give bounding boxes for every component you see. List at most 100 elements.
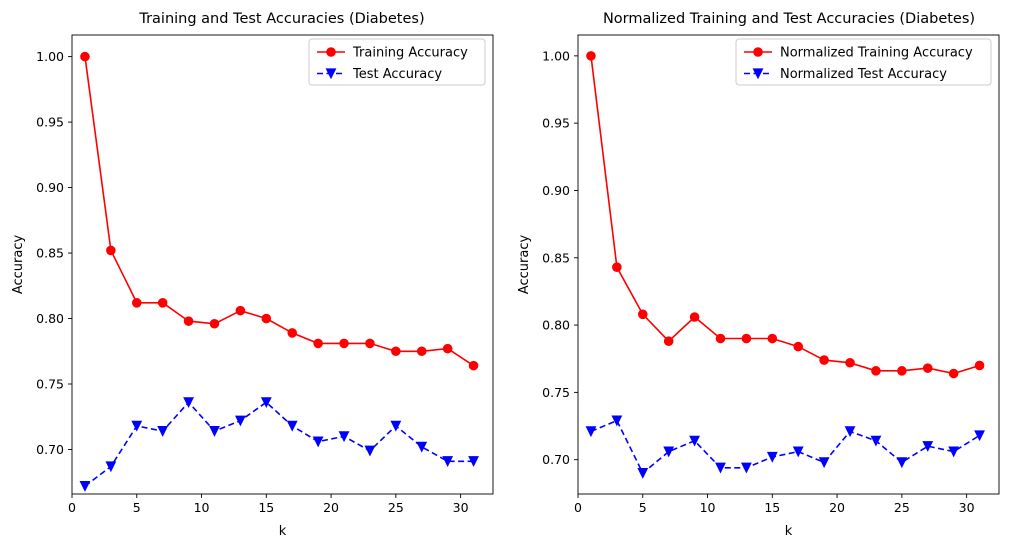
data-point [792, 446, 804, 458]
data-point [80, 51, 90, 62]
training-series [586, 51, 985, 379]
data-point [106, 245, 116, 256]
data-point [209, 318, 220, 329]
data-point [611, 415, 623, 427]
data-point [871, 366, 881, 376]
y-tick-label: 0.80 [542, 318, 570, 333]
legend-marker [752, 68, 764, 80]
data-point [287, 328, 298, 338]
data-point [235, 305, 246, 316]
data-point [793, 341, 804, 352]
data-point [845, 357, 855, 368]
legend-box [735, 38, 992, 86]
data-point [974, 360, 985, 371]
data-point [234, 415, 246, 427]
data-point [312, 436, 324, 448]
x-tick-label: 20 [829, 500, 845, 515]
data-point [715, 333, 726, 344]
y-tick-label: 0.70 [36, 442, 64, 457]
data-point [741, 333, 752, 344]
y-tick-label: 1.00 [36, 49, 64, 64]
data-point [663, 446, 675, 458]
legend: Normalized Training Accuracy Normalized T… [735, 38, 992, 86]
y-tick-label: 0.75 [542, 385, 570, 400]
test-series [585, 415, 985, 479]
x-tick-label: 25 [894, 500, 910, 515]
x-axis-label: k [785, 524, 793, 539]
x-tick-label: 0 [68, 500, 76, 515]
y-tick-label: 0.85 [542, 250, 570, 265]
data-point [260, 397, 272, 409]
data-point [767, 333, 778, 344]
legend: Training Accuracy Test Accuracy [308, 38, 486, 86]
data-point [844, 426, 856, 438]
data-point [637, 309, 648, 320]
data-point [740, 462, 752, 474]
data-point [585, 426, 597, 438]
x-tick-label: 10 [194, 500, 210, 515]
x-tick-label: 15 [764, 500, 780, 515]
data-point [922, 441, 934, 452]
left-chart-panel: Training and Test Accuracies (Diabetes) 0… [11, 11, 494, 539]
y-tick-label: 0.90 [542, 183, 570, 198]
data-point [897, 366, 907, 376]
data-point [365, 338, 375, 349]
training-series [80, 51, 479, 371]
y-tick-label: 0.85 [36, 246, 64, 261]
data-point [416, 441, 428, 453]
data-point [157, 426, 169, 437]
y-axis-label: Accuracy [11, 235, 26, 295]
data-point [612, 262, 622, 272]
x-tick-label: 20 [323, 500, 339, 515]
data-point [818, 457, 830, 469]
x-tick-label: 5 [133, 500, 141, 515]
x-tick-label: 5 [639, 500, 647, 515]
series-line [590, 419, 981, 475]
data-point [468, 456, 479, 467]
y-tick-label: 0.95 [542, 116, 570, 131]
data-point [468, 360, 479, 371]
x-tick-label: 0 [574, 500, 582, 515]
x-tick-label: 25 [388, 500, 404, 515]
data-point [948, 446, 960, 458]
series-line [84, 401, 474, 487]
data-point [313, 338, 323, 349]
right-chart-panel: Normalized Training and Test Accuracies … [517, 11, 1000, 539]
y-tick-label: 0.90 [36, 180, 64, 195]
x-tick-label: 30 [959, 500, 975, 515]
data-point [896, 457, 908, 469]
chart-title: Training and Test Accuracies (Diabetes) [138, 11, 424, 27]
data-point [286, 420, 298, 432]
legend-box [308, 38, 486, 86]
data-point [183, 397, 194, 409]
data-point [131, 298, 142, 308]
legend-marker [325, 68, 337, 80]
chart-title: Normalized Training and Test Accuracies … [603, 11, 975, 27]
data-point [364, 445, 376, 457]
data-point [391, 346, 401, 357]
data-point [819, 355, 829, 365]
data-point [261, 313, 272, 324]
x-tick-label: 10 [700, 500, 716, 515]
series-line [590, 55, 980, 375]
data-point [663, 336, 674, 347]
y-tick-label: 1.00 [542, 48, 570, 63]
y-tick-label: 0.70 [542, 452, 570, 467]
legend-marker [753, 47, 763, 57]
data-point [442, 343, 453, 354]
series-line [84, 56, 475, 367]
data-point [715, 462, 726, 474]
data-point [131, 420, 143, 432]
data-point [183, 316, 194, 326]
legend-label: Normalized Training Accuracy [780, 46, 973, 61]
plot-area-frame [71, 34, 494, 495]
data-point [766, 451, 778, 463]
y-tick-label: 0.75 [36, 376, 64, 391]
data-point [689, 435, 700, 447]
test-series [79, 397, 479, 492]
data-point [948, 368, 959, 379]
y-tick-label: 0.80 [36, 311, 64, 326]
x-axis-label: k [279, 524, 287, 539]
data-point [870, 435, 882, 447]
data-point [416, 346, 427, 357]
